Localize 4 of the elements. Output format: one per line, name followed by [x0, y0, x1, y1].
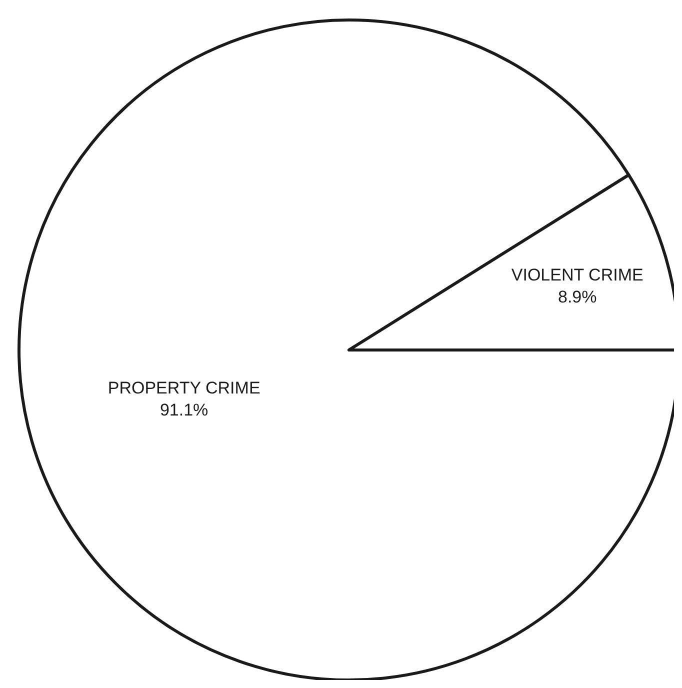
slice-label: VIOLENT CRIME — [511, 265, 644, 284]
data-label: 8.9% — [558, 287, 597, 306]
slice-label: PROPERTY CRIME — [108, 378, 260, 398]
data-label: 91.1% — [160, 400, 208, 420]
